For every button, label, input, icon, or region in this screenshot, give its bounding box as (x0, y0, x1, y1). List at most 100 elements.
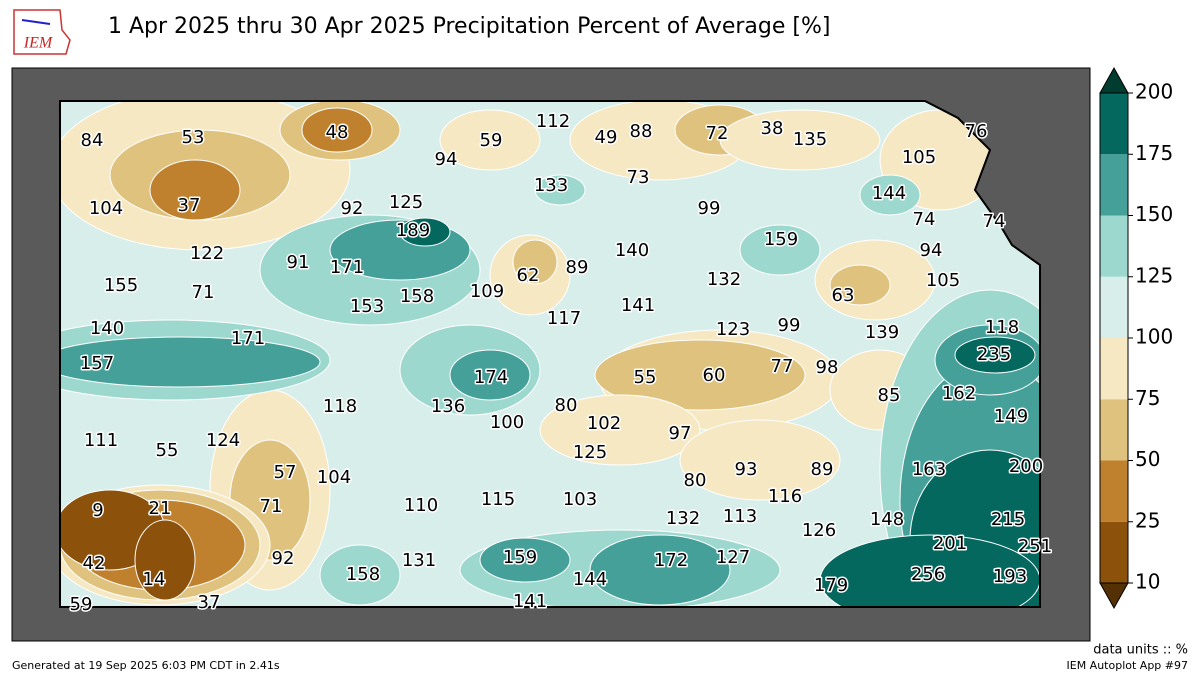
station-value: 144 (872, 183, 906, 204)
station-value: 118 (323, 396, 357, 417)
contour-region (149, 159, 241, 221)
station-value: 117 (547, 308, 581, 329)
contour-region (512, 239, 558, 285)
station-value: 131 (402, 550, 436, 571)
station-value: 21 (149, 498, 172, 519)
station-value: 92 (272, 548, 295, 569)
station-value: 37 (198, 592, 221, 613)
colorbar-segment (1100, 521, 1128, 583)
contour-region (60, 336, 321, 388)
app-note: IEM Autoplot App #97 (1067, 659, 1189, 672)
station-value: 157 (80, 353, 114, 374)
station-value: 76 (965, 121, 988, 142)
station-value: 104 (317, 467, 351, 488)
station-value: 63 (832, 285, 855, 306)
colorbar-segment (1100, 460, 1128, 522)
station-value: 133 (534, 175, 568, 196)
contour-region (679, 419, 841, 501)
station-value: 111 (84, 430, 118, 451)
station-value: 37 (178, 195, 201, 216)
station-value: 127 (716, 547, 750, 568)
station-value: 163 (912, 459, 946, 480)
station-value: 140 (90, 318, 124, 339)
station-value: 215 (991, 509, 1025, 530)
station-value: 135 (793, 129, 827, 150)
station-value: 124 (206, 430, 240, 451)
station-value: 109 (470, 281, 504, 302)
contour-region (479, 537, 571, 583)
contour-region (319, 544, 401, 606)
station-value: 99 (778, 315, 801, 336)
station-value: 73 (627, 167, 650, 188)
colorbar-segment (1100, 276, 1128, 338)
contour-region (301, 107, 373, 153)
station-value: 126 (802, 520, 836, 541)
station-labels: 84 53 48 59 112 49 88 72 38 135 76 94 105 73 133 144 104… (68, 110, 1054, 617)
station-value: 201 (933, 533, 967, 554)
station-value: 158 (346, 564, 380, 585)
station-value: 84 (81, 130, 104, 151)
station-value: 59 (480, 130, 503, 151)
station-value: 174 (474, 367, 508, 388)
station-value: 71 (192, 282, 215, 303)
station-value: 72 (706, 123, 729, 144)
station-value: 55 (634, 367, 657, 388)
station-value: 256 (911, 564, 945, 585)
station-value: 89 (811, 459, 834, 480)
station-value: 136 (431, 396, 465, 417)
station-value: 94 (920, 240, 943, 261)
station-value: 162 (942, 383, 976, 404)
colorbar-segment (1100, 338, 1128, 400)
contour-region (439, 109, 541, 171)
contour-region (719, 109, 881, 171)
contour-region (859, 174, 921, 216)
station-value: 118 (985, 317, 1019, 338)
station-value: 113 (723, 506, 757, 527)
station-value: 153 (350, 296, 384, 317)
colorbar-segment (1100, 215, 1128, 277)
contour-region (399, 217, 451, 247)
colorbar-tick-label: 10 (1135, 570, 1160, 594)
state-outline (59, 100, 1041, 608)
station-value: 42 (83, 553, 106, 574)
contour-region (954, 336, 1036, 374)
station-value: 60 (703, 365, 726, 386)
station-value: 104 (89, 198, 123, 219)
station-value: 9 (92, 500, 103, 521)
station-value: 80 (555, 395, 578, 416)
colorbar-tick-label: 25 (1135, 508, 1160, 532)
station-value: 103 (563, 489, 597, 510)
station-value: 105 (926, 270, 960, 291)
contour-fills (60, 101, 1040, 607)
station-value: 172 (654, 550, 688, 571)
station-value: 141 (621, 295, 655, 316)
station-value: 100 (490, 412, 524, 433)
station-value: 38 (761, 118, 784, 139)
station-value: 62 (517, 265, 540, 286)
station-value: 92 (341, 198, 364, 219)
station-value: 148 (870, 509, 904, 530)
station-value: 55 (156, 440, 179, 461)
map-title: 1 Apr 2025 thru 30 Apr 2025 Precipitatio… (108, 14, 830, 39)
station-value: 89 (566, 257, 589, 278)
station-value: 48 (326, 122, 349, 143)
colorbar-tick-label: 200 (1135, 80, 1173, 104)
contour-region (589, 534, 731, 606)
station-value: 116 (768, 486, 802, 507)
station-value: 74 (913, 209, 936, 230)
station-value: 112 (536, 111, 570, 132)
station-value: 140 (615, 240, 649, 261)
colorbar-segment (1100, 93, 1128, 155)
station-value: 144 (573, 569, 607, 590)
station-value: 200 (1009, 456, 1043, 477)
station-value: 179 (814, 575, 848, 596)
contour-region (134, 519, 196, 601)
colorbar-tick-label: 100 (1135, 325, 1173, 349)
contour-region (539, 394, 701, 466)
station-value: 139 (865, 322, 899, 343)
colorbar-tick-label: 125 (1135, 263, 1173, 287)
contour-region (594, 339, 806, 411)
station-value: 171 (231, 328, 265, 349)
station-value: 159 (503, 547, 537, 568)
station-value: 91 (287, 252, 310, 273)
